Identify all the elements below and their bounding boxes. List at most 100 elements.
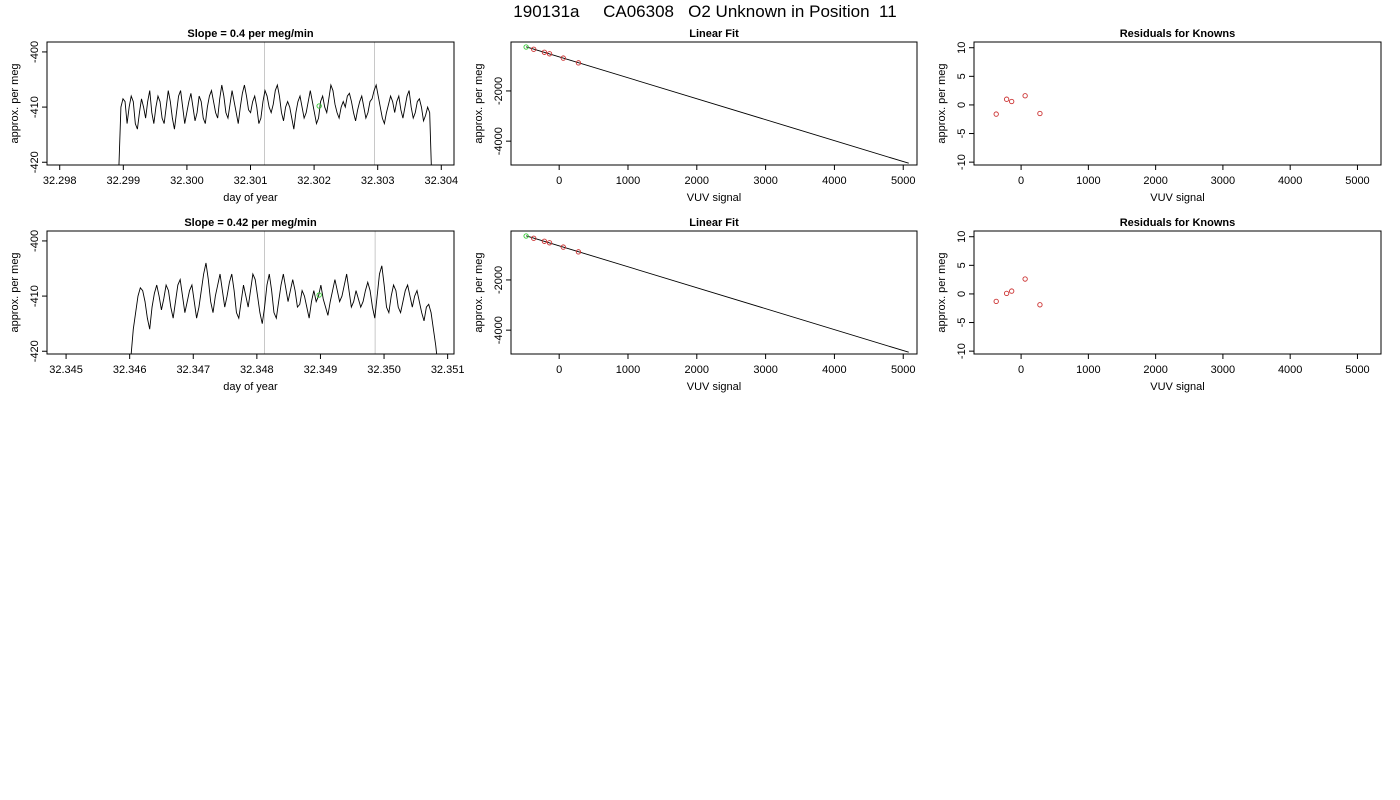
plot-frame (510, 230, 918, 355)
y-tick-label-1: -400 (29, 230, 41, 252)
marker-1 (316, 103, 322, 109)
data-point-2 (531, 235, 537, 241)
x-tick-label-3: 2000 (1143, 364, 1167, 376)
x-axis-label: VUV signal (687, 192, 741, 204)
data-point-5 (1037, 302, 1043, 308)
x-tick-label-5: 4000 (822, 364, 846, 376)
series-line-1 (130, 262, 438, 354)
data-point-6 (575, 60, 582, 66)
y-tick-label-2: -410 (29, 285, 41, 307)
x-tick-label-3: 2000 (685, 364, 709, 376)
data-point-2 (1003, 96, 1010, 102)
y-tick-label-2: 5 (956, 73, 968, 79)
x-tick-label-4: 32.348 (240, 364, 274, 376)
data-point-5 (560, 244, 566, 250)
y-tick-label-1: -2000 (493, 266, 505, 294)
x-axis-label: day of year (223, 192, 278, 204)
y-tick-label-3: -420 (29, 340, 41, 362)
panel-5: 0 1000 2000 3000 4000 5000 -2000 -4000 Linear Fi… (473, 217, 918, 393)
y-tick-label-4: -5 (956, 129, 968, 139)
x-tick-label-7: 32.304 (424, 175, 458, 187)
chart-title: Slope = 0.42 per meg/min (184, 217, 317, 229)
x-tick-label-7: 32.351 (431, 364, 465, 376)
plot-area (523, 233, 909, 353)
fit-line (526, 235, 909, 353)
y-axis-label: approx. per meg (9, 252, 21, 332)
x-axis-label: VUV signal (1150, 381, 1204, 393)
data-point-4 (1022, 276, 1028, 282)
x-tick-label-6: 5000 (1345, 175, 1369, 187)
data-point-1 (993, 298, 999, 305)
y-tick-label-2: -410 (29, 96, 41, 118)
data-point-2 (1003, 290, 1010, 297)
y-tick-label-2: -4000 (493, 127, 505, 155)
panel-6: 0 1000 2000 3000 4000 5000 10 5 0 -5 -10 Residuals … (936, 217, 1382, 393)
x-tick-label-3: 32.347 (176, 364, 210, 376)
plot-area (130, 231, 438, 354)
data-point-1 (523, 44, 529, 50)
panel-2: 0 1000 2000 3000 4000 5000 -2000 -4000 Linear Fi… (473, 28, 918, 204)
y-tick-label-3: 0 (956, 291, 968, 297)
x-tick-label-1: 0 (1018, 364, 1024, 376)
plot-area (118, 42, 432, 165)
data-point-3 (1009, 288, 1015, 294)
data-point-4 (546, 51, 553, 57)
x-tick-label-1: 32.298 (43, 175, 77, 187)
x-tick-label-2: 32.346 (113, 364, 147, 376)
x-tick-label-6: 5000 (1345, 364, 1369, 376)
data-point-4 (1022, 93, 1028, 99)
x-tick-label-3: 2000 (1143, 175, 1167, 187)
x-tick-label-4: 32.301 (234, 175, 268, 187)
x-tick-label-2: 1000 (1076, 364, 1100, 376)
x-tick-label-6: 5000 (891, 364, 915, 376)
data-point-1 (523, 233, 529, 239)
y-axis-label: approx. per meg (473, 63, 485, 143)
x-tick-label-3: 32.300 (170, 175, 204, 187)
data-point-3 (541, 49, 548, 55)
y-tick-label-2: -4000 (493, 316, 505, 344)
chart-title: Residuals for Knowns (1120, 217, 1236, 229)
x-tick-label-6: 32.350 (367, 364, 401, 376)
fit-line (526, 46, 909, 164)
marker-1 (316, 292, 322, 298)
x-tick-label-4: 3000 (1211, 175, 1235, 187)
x-tick-label-2: 1000 (1076, 175, 1100, 187)
y-tick-label-1: -2000 (493, 77, 505, 105)
plot-area (993, 276, 1043, 308)
series-line-1 (118, 83, 432, 165)
x-tick-label-2: 1000 (616, 364, 640, 376)
x-tick-label-1: 0 (556, 364, 562, 376)
x-tick-label-5: 4000 (1278, 175, 1302, 187)
y-tick-label-2: 5 (956, 262, 968, 268)
x-tick-label-1: 0 (1018, 175, 1024, 187)
plot-frame (510, 41, 918, 166)
x-tick-label-3: 2000 (685, 175, 709, 187)
x-tick-label-5: 32.349 (304, 364, 338, 376)
y-axis-label: approx. per meg (936, 63, 948, 143)
y-tick-label-5: -10 (956, 154, 968, 170)
page-title: 190131a CA06308 O2 Unknown in Position 1… (513, 2, 897, 21)
x-tick-label-6: 32.303 (361, 175, 395, 187)
y-axis-label: approx. per meg (936, 252, 948, 332)
x-tick-label-1: 32.345 (49, 364, 83, 376)
x-tick-label-4: 3000 (753, 364, 777, 376)
plot-frame (973, 230, 1382, 355)
y-axis-label: approx. per meg (473, 252, 485, 332)
panel-3: 0 1000 2000 3000 4000 5000 10 5 0 -5 -10 Residuals … (936, 28, 1382, 204)
panel-1: 32.298 32.299 32.300 32.301 32.302 32.303 32.3… (9, 28, 458, 204)
y-tick-label-5: -10 (956, 343, 968, 359)
y-tick-label-3: -420 (29, 151, 41, 173)
chart-title: Residuals for Knowns (1120, 28, 1236, 40)
panel-4: 32.345 32.346 32.347 32.348 32.349 32.350 32.3… (9, 217, 464, 393)
plot-area (523, 44, 909, 164)
x-tick-label-4: 3000 (753, 175, 777, 187)
data-point-1 (993, 111, 999, 117)
x-axis-label: VUV signal (687, 381, 741, 393)
y-tick-label-1: 10 (956, 231, 968, 243)
data-point-5 (560, 55, 566, 61)
x-tick-label-6: 5000 (891, 175, 915, 187)
x-tick-label-4: 3000 (1211, 364, 1235, 376)
x-axis-label: day of year (223, 381, 278, 393)
plot-area (993, 93, 1043, 117)
